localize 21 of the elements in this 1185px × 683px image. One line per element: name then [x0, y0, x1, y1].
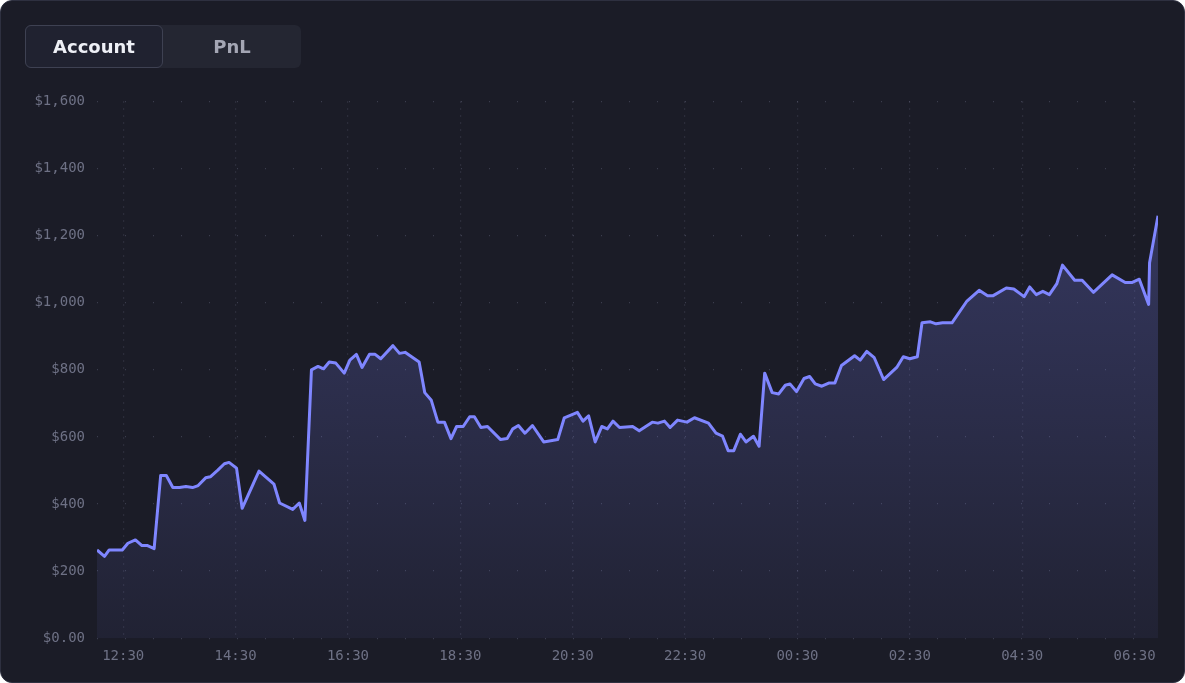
y-tick-label: $800	[51, 360, 85, 377]
x-tick-label: 14:30	[214, 647, 257, 664]
y-tick-label: $1,600	[34, 92, 85, 109]
y-tick-label: $200	[51, 561, 85, 578]
x-tick-label: 04:30	[1001, 647, 1044, 664]
y-tick-label: $1,000	[34, 293, 85, 310]
text: Account	[53, 36, 135, 57]
y-tick-label: $1,400	[34, 159, 85, 176]
text: PnL	[213, 36, 251, 57]
x-tick-label: 16:30	[326, 647, 370, 664]
x-tick-label: 00:30	[776, 647, 819, 664]
x-tick-label: 06:30	[1113, 647, 1156, 664]
y-tick-label: $0.00	[42, 628, 85, 645]
x-tick-label: 20:30	[551, 647, 594, 664]
x-tick-label: 18:30	[439, 647, 482, 664]
y-tick-label: $400	[51, 494, 85, 511]
x-tick-label: 12:30	[102, 647, 145, 664]
x-tick-label: 02:30	[888, 647, 931, 664]
x-tick-label: 22:30	[664, 647, 707, 664]
y-tick-label: $1,200	[34, 226, 85, 243]
y-tick-label: $600	[51, 427, 85, 444]
